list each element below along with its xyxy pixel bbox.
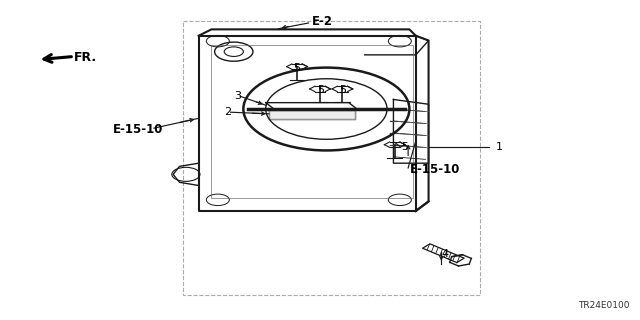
Text: FR.: FR. [74,51,97,64]
Text: TR24E0100: TR24E0100 [578,301,630,310]
Text: E-15-10: E-15-10 [410,163,460,176]
Text: 3: 3 [234,91,241,101]
Text: E-2: E-2 [312,15,333,28]
Text: 5: 5 [401,142,408,152]
Text: 4: 4 [442,249,449,259]
Text: 5: 5 [339,85,346,95]
Text: 5: 5 [317,85,324,95]
Text: 5: 5 [293,63,300,73]
Text: 1: 1 [495,142,502,152]
Text: 2: 2 [224,107,231,117]
Text: E-15-10: E-15-10 [113,123,163,136]
